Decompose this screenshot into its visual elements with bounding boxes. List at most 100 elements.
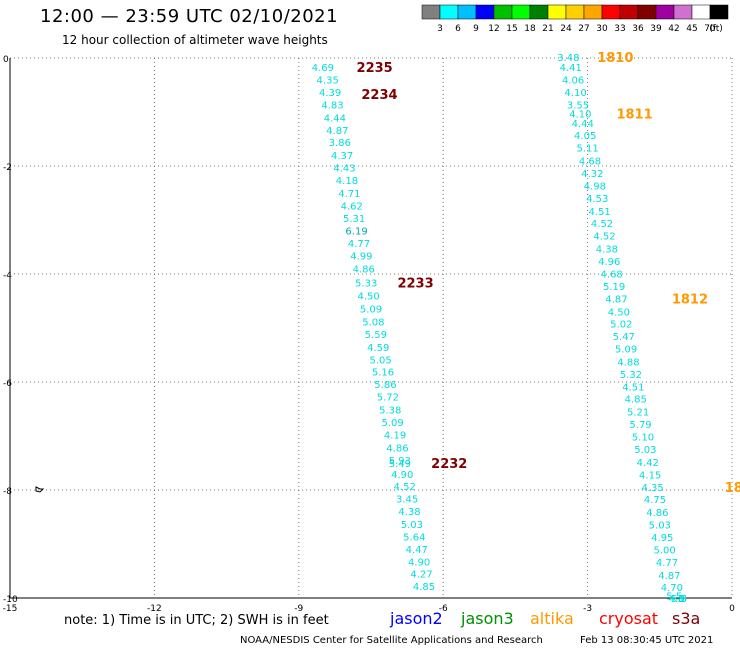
colorbar-swatch	[691, 4, 711, 20]
wave-height-value: 5.03	[634, 445, 656, 456]
wave-height-value: 5.31	[343, 214, 365, 225]
colorbar-label: 12	[488, 24, 499, 34]
y-tick-label: -8	[3, 487, 12, 497]
wave-height-value: 4.10	[564, 88, 586, 99]
colorbar-swatch	[457, 4, 477, 20]
wave-height-value: 4.86	[353, 265, 375, 276]
wave-height-value: 4.71	[338, 189, 360, 200]
wave-height-value: 4.38	[398, 507, 420, 518]
colorbar-swatch	[493, 4, 513, 20]
wave-height-value: 5.93	[389, 456, 411, 467]
colorbar-label: 18	[524, 24, 536, 34]
wave-height-value: 5.49	[389, 459, 411, 470]
wave-height-value: 4.50	[357, 292, 379, 303]
wave-height-value: 5.59	[365, 330, 387, 341]
wave-height-value: 4.85	[413, 582, 435, 593]
wave-height-value: 4.59	[367, 343, 389, 354]
wave-height-value: 4.75	[644, 495, 666, 506]
page-subtitle: 12 hour collection of altimeter wave hei…	[62, 33, 328, 47]
wave-height-value: 4.50	[608, 307, 630, 318]
wave-height-value: 5.09	[615, 345, 637, 356]
wave-height-value: 3.55	[567, 100, 589, 111]
wave-height-value: 5.33	[355, 279, 377, 290]
x-tick-label: -9	[294, 604, 303, 614]
wave-height-value: 4.99	[350, 252, 372, 263]
wave-height-value: 5.32	[620, 370, 642, 381]
wave-height-value: 5.47	[613, 332, 635, 343]
wave-height-value: 4.19	[384, 430, 406, 441]
track-time-label: 18	[725, 481, 740, 496]
coastline-mark	[35, 486, 45, 493]
wave-height-value: 5.02	[610, 320, 632, 331]
wave-height-value: 5.03	[649, 521, 671, 532]
wave-height-value: 4.35	[641, 483, 663, 494]
wave-height-value: 4.32	[581, 169, 603, 180]
colorbar-swatch	[529, 4, 549, 20]
wave-height-value: 4.68	[601, 269, 623, 280]
colorbar-swatch	[475, 4, 495, 20]
wave-height-value: 6.19	[345, 226, 367, 237]
wave-height-value: 4.86	[386, 443, 408, 454]
colorbar-swatch	[637, 4, 657, 20]
track-time-label: 1810	[597, 51, 633, 66]
wave-height-value: 4.35	[317, 76, 339, 87]
wave-height-value: 5.0	[671, 594, 687, 605]
colorbar-swatch	[619, 4, 639, 20]
wave-height-value: 5.10	[632, 433, 654, 444]
colorbar-swatch	[565, 4, 585, 20]
wave-height-value: 4.52	[591, 219, 613, 230]
colorbar-swatch	[601, 4, 621, 20]
colorbar-label: 27	[578, 24, 589, 34]
wave-height-value: 4.90	[391, 470, 413, 481]
wave-height-value: 5.05	[369, 355, 391, 366]
legend-cryosat: cryosat	[599, 609, 659, 628]
page-title: 12:00 — 23:59 UTC 02/10/2021	[40, 6, 339, 27]
colorbar-label: 70	[704, 24, 716, 34]
wave-height-value: 4.88	[617, 357, 639, 368]
wave-height-value: 4.8	[669, 594, 685, 605]
wave-height-value: 4.10	[569, 110, 591, 121]
wave-height-value: 4.90	[408, 557, 430, 568]
colorbar-label: 15	[506, 24, 517, 34]
colorbar-label: 9	[473, 24, 479, 34]
wave-height-value: 5.00	[653, 545, 675, 556]
wave-height-value: 4.87	[605, 294, 627, 305]
wave-height-value: 4.87	[658, 571, 680, 582]
track-time-label: 1812	[672, 292, 708, 307]
wave-height-value: 4.43	[333, 164, 355, 175]
x-tick-label: -15	[3, 604, 18, 614]
wave-height-value: 4.85	[625, 395, 647, 406]
wave-height-value: 4.51	[622, 382, 644, 393]
wave-height-value: 5.72	[377, 393, 399, 404]
x-tick-label: 0	[729, 604, 735, 614]
y-tick-label: -2	[3, 163, 12, 173]
wave-height-value: 4.98	[584, 181, 606, 192]
wave-height-value: 4.42	[637, 458, 659, 469]
colorbar-label: 42	[668, 24, 679, 34]
wave-height-value: 5.03	[401, 520, 423, 531]
legend-jason3: jason3	[461, 609, 514, 628]
wave-height-value: 4.77	[656, 558, 678, 569]
wave-height-value: 5.86	[374, 380, 396, 391]
y-tick-label: -10	[3, 595, 18, 605]
wave-height-value: 5.16	[372, 368, 394, 379]
track-time-label: 2235	[357, 61, 393, 76]
wave-height-value: 4.52	[593, 232, 615, 243]
colorbar-swatch	[421, 4, 441, 20]
wave-height-value: 5.21	[627, 408, 649, 419]
wave-height-value: 5	[678, 594, 684, 605]
colorbar-swatch	[673, 4, 693, 20]
colorbar-swatch	[547, 4, 567, 20]
colorbar-label: 3	[437, 24, 443, 34]
wave-height-value: 5.19	[603, 282, 625, 293]
wave-height-value: 4.38	[596, 245, 618, 256]
wave-height-value: 4.86	[646, 508, 668, 519]
wave-height-value: 5.38	[379, 406, 401, 417]
wave-height-value: 4.87	[326, 126, 348, 137]
colorbar-label: 30	[596, 24, 608, 34]
wave-height-value: 4.37	[331, 151, 353, 162]
wave-height-value: 4.96	[598, 257, 620, 268]
footer-timestamp: Feb 13 08:30:45 UTC 2021	[580, 635, 714, 646]
x-tick-label: -12	[147, 604, 162, 614]
